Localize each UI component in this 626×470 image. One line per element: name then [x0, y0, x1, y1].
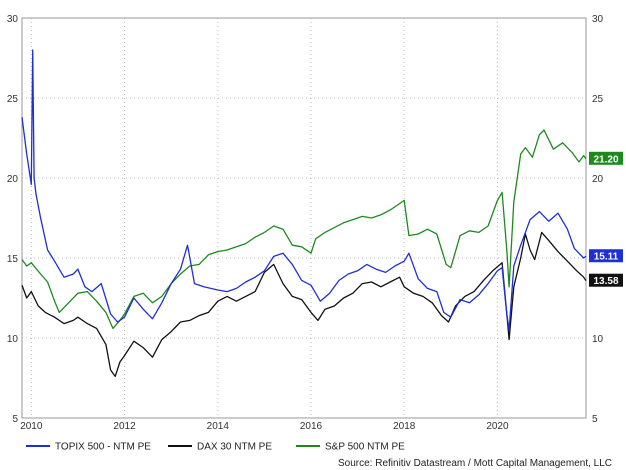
series-layer: [21, 49, 587, 378]
x-tick-label: 2016: [300, 421, 323, 432]
legend-item-1: DAX 30 NTM PE: [168, 442, 272, 453]
grid-layer: [22, 17, 586, 419]
y-tick-label-right: 5: [592, 414, 598, 425]
series-line-1: [21, 231, 587, 378]
badge-background: [589, 273, 623, 287]
last-value-badge-0: 15.11: [589, 249, 623, 263]
badge-value: 15.11: [594, 252, 619, 263]
series-line-0: [21, 49, 587, 331]
x-tick-label: 2012: [113, 421, 136, 432]
legend-label: TOPIX 500 - NTM PE: [55, 442, 151, 453]
y-tick-label-right: 25: [592, 94, 604, 105]
x-tick-label: 2014: [207, 421, 230, 432]
last-value-badges: 15.11 13.58 21.20: [589, 151, 623, 287]
legend-item-2: S&P 500 NTM PE: [296, 442, 405, 453]
badge-value: 21.20: [593, 154, 618, 165]
x-tick-label: 2020: [486, 421, 509, 432]
y-tick-label-right: 20: [592, 174, 604, 185]
last-value-badge-1: 13.58: [589, 273, 623, 287]
badge-value: 13.58: [593, 276, 618, 287]
y-tick-label-left: 5: [12, 414, 18, 425]
series-line-2: [21, 129, 587, 330]
y-tick-label-left: 15: [7, 254, 19, 265]
x-tick-label: 2018: [393, 421, 416, 432]
y-tick-label-left: 10: [7, 334, 19, 345]
x-tick-label: 2010: [20, 421, 43, 432]
last-value-badge-2: 21.20: [589, 151, 623, 165]
source-note: Source: Refinitiv Datastream / Mott Capi…: [338, 458, 612, 469]
y-tick-label-left: 30: [7, 14, 19, 25]
y-tick-label-left: 20: [7, 174, 19, 185]
badge-background: [589, 151, 623, 165]
y-tick-label-left: 25: [7, 94, 19, 105]
y-tick-label-right: 10: [592, 334, 604, 345]
axis-tick-labels: 5510101515202025253030201020122014201620…: [7, 14, 604, 432]
badge-background: [589, 249, 623, 263]
legend-item-0: TOPIX 500 - NTM PE: [26, 442, 151, 453]
legend: TOPIX 500 - NTM PE DAX 30 NTM PE S&P 500 N…: [26, 442, 405, 453]
legend-label: S&P 500 NTM PE: [325, 442, 405, 453]
y-tick-label-right: 30: [592, 14, 604, 25]
legend-label: DAX 30 NTM PE: [197, 442, 272, 453]
plot-frame: [21, 17, 587, 419]
